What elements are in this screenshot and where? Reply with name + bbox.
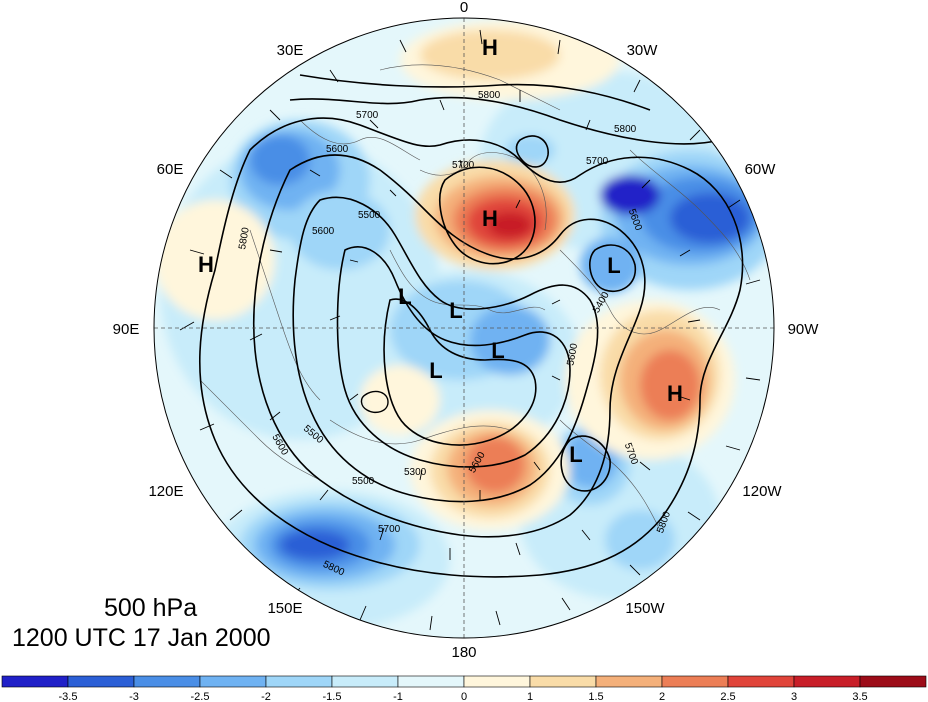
lon-label-60w: 60W: [745, 161, 777, 178]
colorbar-swatch: [728, 676, 794, 687]
colorbar-swatch: [2, 676, 68, 687]
colorbar-swatch: [200, 676, 266, 687]
valid-time-title: 1200 UTC 17 Jan 2000: [12, 624, 271, 653]
lon-label-0: 0: [460, 0, 468, 16]
colorbar-tick-label: 1.5: [588, 691, 603, 702]
pressure-level-title: 500 hPa: [104, 594, 197, 623]
contour-label: 5800: [478, 90, 501, 101]
lon-label-60e: 60E: [157, 161, 184, 178]
colorbar-swatch: [464, 676, 530, 687]
contour-label: 5500: [352, 476, 375, 487]
contour-label: 5700: [586, 156, 609, 167]
contour-label: 5700: [452, 160, 475, 171]
colorbar-swatch: [332, 676, 398, 687]
lon-label-180: 180: [451, 644, 476, 661]
lon-label-120e: 120E: [148, 483, 183, 500]
colorbar-tick-label: 2: [659, 691, 665, 702]
contour-label: 5800: [614, 124, 637, 135]
colorbar-swatch: [134, 676, 200, 687]
contour-label: 5300: [404, 467, 427, 478]
contour-label: 5700: [356, 110, 379, 121]
contour-label: 5700: [378, 524, 401, 535]
colorbar-tick-label: 0: [461, 691, 467, 702]
high-center: H: [198, 252, 214, 277]
colorbar-tick-label: -1: [393, 691, 403, 702]
lon-label-90e: 90E: [113, 321, 140, 338]
colorbar-tick-label: 3: [791, 691, 797, 702]
low-center: L: [569, 442, 582, 467]
colorbar-tick-label: -3.5: [59, 691, 78, 702]
colorbar-swatch: [596, 676, 662, 687]
colorbar-swatch: [68, 676, 134, 687]
colorbar-swatch: [530, 676, 596, 687]
lon-label-150w: 150W: [625, 600, 665, 617]
low-center: L: [449, 298, 462, 323]
contour-label: 5600: [312, 226, 335, 237]
lon-label-120w: 120W: [742, 483, 782, 500]
low-center: L: [429, 358, 442, 383]
colorbar-swatch: [860, 676, 926, 687]
lon-label-90w: 90W: [788, 321, 820, 338]
low-center: L: [607, 253, 620, 278]
colorbar-swatch: [266, 676, 332, 687]
colorbar-tick-label: -2: [261, 691, 271, 702]
lon-label-30e: 30E: [277, 42, 304, 59]
high-center: H: [667, 381, 683, 406]
colorbar-tick-label: -2.5: [191, 691, 210, 702]
colorbar-tick-label: -3: [129, 691, 139, 702]
colorbar: -3.5 -3 -2.5 -2 -1.5 -1 0 1 1.5 2 2.5 3 3.5: [2, 676, 926, 702]
colorbar-tick-label: 1: [527, 691, 533, 702]
contour-label: 5500: [358, 210, 381, 221]
colorbar-swatch: [398, 676, 464, 687]
high-center: H: [482, 35, 498, 60]
low-center: L: [491, 338, 504, 363]
colorbar-swatch: [794, 676, 860, 687]
high-center: H: [482, 206, 498, 231]
low-center: L: [398, 284, 411, 309]
colorbar-swatch: [662, 676, 728, 687]
colorbar-tick-label: -1.5: [323, 691, 342, 702]
contour-label: 5600: [326, 144, 349, 155]
lon-label-150e: 150E: [267, 600, 302, 617]
colorbar-tick-label: 2.5: [720, 691, 735, 702]
colorbar-tick-label: 3.5: [852, 691, 867, 702]
lon-label-30w: 30W: [627, 42, 659, 59]
